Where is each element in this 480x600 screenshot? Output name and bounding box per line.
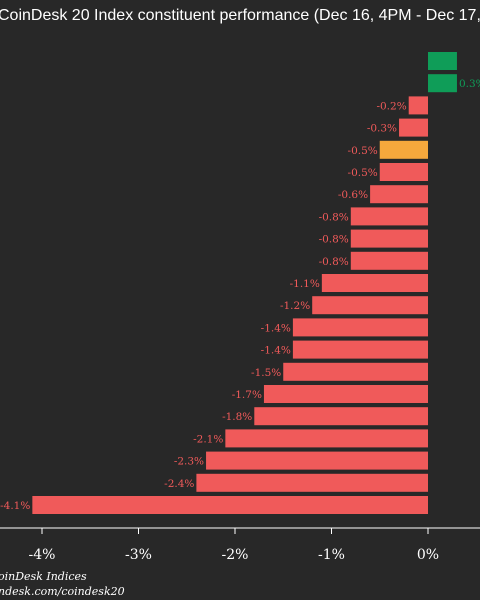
x-tick-label-2: -2% <box>222 547 249 563</box>
bar-19 <box>196 473 428 492</box>
bar-5 <box>379 163 428 181</box>
bar-label-13: -1.4% <box>261 345 291 357</box>
x-tick-label-4: 0% <box>417 547 439 563</box>
bar-label-18: -2.3% <box>174 456 204 468</box>
bar-label-12: -1.4% <box>261 322 291 334</box>
bar-15 <box>263 385 428 403</box>
bar-10 <box>321 274 428 292</box>
x-tick-label-1: -3% <box>125 547 152 563</box>
bar-11 <box>312 296 428 315</box>
footer-url[interactable]: ndesk.com/coindesk20 <box>0 585 125 598</box>
bar-0 <box>428 52 457 70</box>
bar-label-8: -0.8% <box>319 234 349 246</box>
bar-17 <box>225 429 428 448</box>
bar-label-15: -1.7% <box>232 389 262 401</box>
bar-1 <box>428 74 457 93</box>
bar-label-7: -0.8% <box>319 211 349 223</box>
x-tick-label-3: -1% <box>318 547 345 563</box>
bar-2 <box>408 96 428 115</box>
bar-label-20: -4.1% <box>0 500 30 512</box>
bar-label-4: -0.5% <box>348 145 378 157</box>
bar-label-19: -2.4% <box>164 478 194 490</box>
bar-label-9: -0.8% <box>319 256 349 268</box>
footer-source: oinDesk Indices <box>0 570 87 583</box>
bar-label-14: -1.5% <box>251 367 281 379</box>
bar-label-16: -1.8% <box>222 411 252 423</box>
x-tick-label-0: -4% <box>29 547 56 563</box>
bar-13 <box>292 340 428 359</box>
bar-12 <box>292 318 428 337</box>
bar-16 <box>254 407 428 426</box>
bar-20 <box>32 496 428 514</box>
bar-label-10: -1.1% <box>290 278 320 290</box>
bar-14 <box>283 362 428 381</box>
bar-label-1: 0.3% <box>459 78 480 90</box>
bar-label-5: -0.5% <box>348 167 378 179</box>
bar-label-11: -1.2% <box>280 300 310 312</box>
bar-6 <box>370 185 428 204</box>
bar-8 <box>350 229 428 248</box>
bar-label-2: -0.2% <box>376 100 406 112</box>
bar-9 <box>350 251 428 270</box>
bar-4 <box>379 140 428 159</box>
bar-label-3: -0.3% <box>367 123 397 135</box>
chart-title: CoinDesk 20 Index constituent performanc… <box>0 7 480 24</box>
bar-label-6: -0.6% <box>338 189 368 201</box>
bar-18 <box>206 451 428 470</box>
bar-3 <box>399 118 428 137</box>
bar-label-17: -2.1% <box>193 433 223 445</box>
bar-7 <box>350 207 428 226</box>
